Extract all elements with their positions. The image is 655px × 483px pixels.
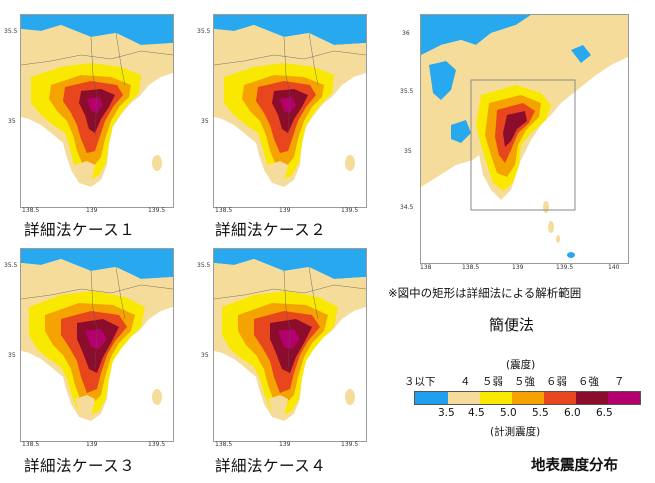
legend-swatch-6	[576, 392, 608, 404]
simple-lat-tick-4: 34.5	[400, 204, 414, 211]
legend-swatch-5	[544, 392, 576, 404]
legend-colorbar	[414, 391, 641, 405]
legend-threshold-2: 4.5	[468, 407, 485, 419]
legend-class-6: ６強	[578, 376, 599, 388]
simple-method-label: 簡便法	[489, 316, 535, 334]
case1-map	[20, 14, 174, 208]
case2-lon-tick-2: 139	[279, 207, 291, 214]
case2-lat-tick-1: 35.5	[197, 28, 211, 35]
legend-swatch-3	[480, 392, 512, 404]
simple-intensity-map	[421, 15, 628, 263]
legend-threshold-6: 6.5	[596, 407, 613, 419]
case3-label: 詳細法ケース３	[24, 457, 136, 475]
analysis-area-note: ※図中の矩形は詳細法による解析範囲	[388, 286, 582, 300]
case3-lon-tick-1: 138.5	[22, 441, 40, 448]
case2-map	[213, 14, 367, 208]
case1-intensity-map	[21, 15, 173, 207]
legend-swatch-2	[448, 392, 480, 404]
simple-lon-tick-5: 140	[608, 264, 620, 271]
legend-title: (震度)	[506, 359, 536, 371]
simple-lon-tick-3: 139	[512, 264, 524, 271]
case2-lat-tick-2: 35	[201, 118, 209, 125]
case3-map	[20, 248, 174, 442]
case3-lon-tick-2: 139	[86, 441, 98, 448]
legend-swatch-4	[512, 392, 544, 404]
case1-lat-tick-2: 35	[8, 118, 16, 125]
case4-label: 詳細法ケース４	[215, 457, 327, 475]
simple-lat-tick-3: 35	[404, 148, 412, 155]
case2-label: 詳細法ケース２	[215, 221, 327, 239]
legend-class-1: ３以下	[404, 376, 436, 388]
case1-lon-tick-1: 138.5	[22, 207, 40, 214]
case1-lon-tick-3: 139.5	[148, 207, 166, 214]
figure-title: 地表震度分布	[531, 458, 618, 474]
legend-threshold-3: 5.0	[500, 407, 517, 419]
legend-class-3: ５弱	[482, 376, 503, 388]
case2-lon-tick-1: 138.5	[215, 207, 233, 214]
simple-lat-tick-2: 35.5	[400, 88, 414, 95]
legend-threshold-4: 5.5	[532, 407, 549, 419]
legend-class-5: ６弱	[546, 376, 567, 388]
case4-lon-tick-3: 139.5	[341, 441, 359, 448]
legend-threshold-5: 6.0	[564, 407, 581, 419]
case4-lat-tick-2: 35	[201, 352, 209, 359]
case1-lat-tick-1: 35.5	[4, 28, 18, 35]
case3-lat-tick-2: 35	[8, 352, 16, 359]
case1-label: 詳細法ケース１	[24, 221, 136, 239]
legend-subtitle: (計測震度)	[490, 426, 541, 438]
legend-class-7: ７	[614, 376, 625, 388]
simple-lon-tick-1: 138	[420, 264, 432, 271]
case3-intensity-map	[21, 249, 173, 441]
case2-lon-tick-3: 139.5	[341, 207, 359, 214]
legend-swatch-7	[608, 392, 640, 404]
simple-lon-tick-4: 139.5	[556, 264, 574, 271]
case4-lat-tick-1: 35.5	[197, 262, 211, 269]
simple-map	[420, 14, 629, 264]
legend-class-4: ５強	[514, 376, 535, 388]
case4-lon-tick-1: 138.5	[215, 441, 233, 448]
case2-intensity-map	[214, 15, 366, 207]
case4-map	[213, 248, 367, 442]
simple-lat-tick-1: 36	[402, 30, 410, 37]
case4-lon-tick-2: 139	[279, 441, 291, 448]
case3-lat-tick-1: 35.5	[4, 262, 18, 269]
legend-swatch-1	[415, 392, 448, 404]
case4-intensity-map	[214, 249, 366, 441]
simple-lon-tick-2: 138.5	[462, 264, 480, 271]
case1-lon-tick-2: 139	[86, 207, 98, 214]
legend-class-2: ４	[460, 376, 471, 388]
legend-threshold-1: 3.5	[438, 407, 455, 419]
case3-lon-tick-3: 139.5	[148, 441, 166, 448]
